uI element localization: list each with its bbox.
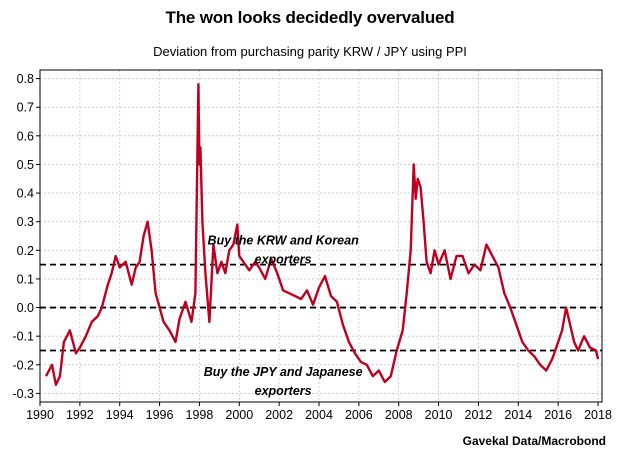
x-tick-label: 2004 xyxy=(305,408,333,422)
annotation-text: exporters xyxy=(255,253,312,267)
series-line xyxy=(44,83,600,386)
plot-frame xyxy=(39,69,603,403)
x-tick-label: 1994 xyxy=(106,408,134,422)
annotation-text: exporters xyxy=(255,384,312,398)
y-tick-label: 0.5 xyxy=(17,158,34,172)
y-tick-label: 0.0 xyxy=(17,301,34,315)
y-tick-label: 0.2 xyxy=(17,244,34,258)
x-tick-label: 1996 xyxy=(146,408,174,422)
x-axis: 1990 1992 1994 1996 1998 2000 2002 2004 2006 2008… xyxy=(26,402,612,422)
x-tick-label: 1998 xyxy=(186,408,214,422)
x-tick-label: 2006 xyxy=(345,408,373,422)
y-tick-label: -0.2 xyxy=(12,358,34,372)
x-tick-label: 2016 xyxy=(544,408,572,422)
annotation-text: Buy the JPY and Japanese xyxy=(204,365,363,379)
y-tick-label: 0.6 xyxy=(17,129,34,143)
chart-subtitle: Deviation from purchasing parity KRW / J… xyxy=(153,44,467,59)
x-tick-label: 2014 xyxy=(504,408,532,422)
annotations: Buy the KRW and Korean exporters Buy the J… xyxy=(204,234,363,399)
x-tick-label: 2002 xyxy=(265,408,293,422)
y-axis: -0.3 -0.2 -0.1 0.0 0.1 0.2 0.3 0.4 0.5 0.6 0.7 0.8 xyxy=(12,72,40,401)
gridlines xyxy=(39,70,602,402)
y-tick-label: -0.1 xyxy=(12,330,34,344)
y-tick-label: 0.7 xyxy=(17,101,34,115)
x-tick-label: 1992 xyxy=(66,408,94,422)
source-label: Gavekal Data/Macrobond xyxy=(462,434,606,448)
y-tick-label: 0.4 xyxy=(17,187,34,201)
chart-title: The won looks decidedly overvalued xyxy=(165,8,455,27)
x-tick-label: 2000 xyxy=(225,408,253,422)
x-tick-label: 2018 xyxy=(584,408,612,422)
y-tick-label: -0.3 xyxy=(12,387,34,401)
y-tick-label: 0.1 xyxy=(17,272,34,286)
y-tick-label: 0.8 xyxy=(17,72,34,86)
annotation-text: Buy the KRW and Korean xyxy=(208,234,360,248)
reference-lines xyxy=(40,263,602,352)
series-layer xyxy=(44,83,600,386)
x-tick-label: 1990 xyxy=(26,408,54,422)
y-tick-label: 0.3 xyxy=(17,215,34,229)
x-tick-label: 2012 xyxy=(465,408,493,422)
x-tick-label: 2008 xyxy=(385,408,413,422)
x-tick-label: 2010 xyxy=(425,408,453,422)
